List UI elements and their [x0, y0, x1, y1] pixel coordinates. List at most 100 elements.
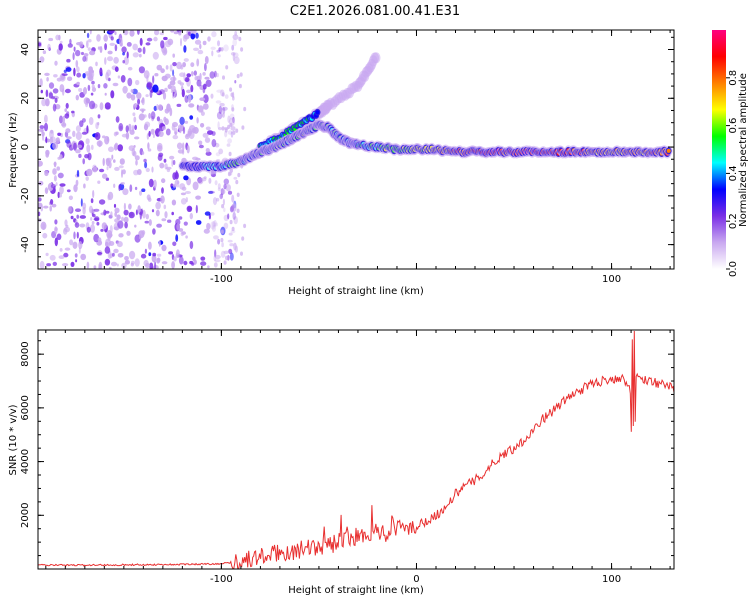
spectrogram-noise-blob	[106, 69, 112, 77]
spectrogram-noise-blob	[114, 211, 118, 217]
spectrogram-noise-blob	[151, 209, 155, 213]
spectrogram-noise-blob	[38, 211, 41, 217]
spectrogram-noise-blob	[199, 84, 204, 90]
spectrogram-noise-blob	[146, 37, 153, 42]
spectrogram-noise-blob	[184, 191, 191, 194]
spectrogram-noise-blob	[205, 151, 212, 156]
spectrogram-noise-blob	[198, 144, 204, 149]
spectrogram-noise-blob	[58, 34, 61, 41]
snr-ylabel: SNR (10 * v/v)	[8, 404, 19, 475]
spectrogram-noise-blob	[157, 145, 163, 152]
colorbar-gradient	[712, 30, 726, 269]
spectrogram-noise-blob	[98, 140, 102, 148]
spectrogram-noise-blob	[223, 250, 229, 254]
spectrogram-noise-blob	[167, 38, 174, 46]
spectrogram-noise-blob	[104, 57, 107, 65]
spectrogram-noise-blob	[92, 190, 95, 198]
spectrogram-noise-blob	[180, 65, 184, 70]
spectrogram-noise-blob	[224, 94, 229, 99]
spectrogram-noise-blob	[86, 261, 90, 269]
spectrogram-noise-blob	[229, 113, 235, 120]
spectrogram-noise-blob	[94, 132, 101, 141]
spectrogram-noise-blob	[197, 49, 204, 55]
spectrogram-noise-blob	[67, 76, 73, 82]
spectrogram-noise-blob	[118, 184, 121, 192]
spectrogram-noise-blob	[122, 85, 128, 94]
spectrogram-noise-blob	[61, 123, 66, 127]
spectrogram-noise-blob	[214, 254, 221, 260]
spectrogram-noise-blob	[143, 158, 147, 163]
spectrogram-noise-blob	[39, 260, 45, 269]
spectrogram-noise-blob	[183, 175, 189, 181]
spectrogram-noise-blob	[128, 203, 132, 210]
spectrogram-noise-blob	[140, 253, 147, 259]
spectrogram-noise-blob	[86, 125, 89, 134]
spectrogram-noise-blob	[113, 226, 119, 231]
spectrogram-noise-blob	[183, 260, 188, 266]
spectrogram-noise-blob	[122, 52, 125, 56]
spectrogram-noise-blob	[193, 47, 199, 51]
spectrogram-noise-blob	[150, 128, 155, 135]
spectrogram-noise-blob	[240, 47, 244, 52]
spectrogram-noise-blob	[148, 178, 154, 188]
spectrogram-noise-blob	[237, 172, 241, 178]
spectrogram-noise-blob	[110, 261, 118, 267]
spectrogram-noise-blob	[109, 266, 112, 269]
spectrogram-noise-blob	[146, 81, 153, 89]
spectrogram-noise-blob	[96, 251, 103, 255]
spectrogram-noise-blob	[110, 211, 113, 217]
spectrogram-noise-blob	[125, 125, 129, 133]
spectrogram-noise-blob	[104, 258, 111, 266]
spectrogram-noise-blob	[70, 215, 74, 220]
spectrogram-noise-blob	[102, 157, 105, 167]
spectrogram-noise-blob	[90, 217, 93, 221]
figure-title: C2E1.2026.081.00.41.E31	[290, 4, 460, 19]
spectrogram-noise-blob	[216, 73, 219, 78]
spectrogram-noise-blob	[56, 233, 62, 241]
spectrogram-noise-blob	[181, 231, 186, 235]
spectrogram-noise-blob	[48, 92, 54, 99]
spectrogram-noise-blob	[169, 64, 173, 72]
spectrogram-noise-blob	[120, 182, 125, 185]
spectrogram-noise-blob	[221, 106, 228, 111]
spectrogram-noise-blob	[210, 212, 215, 216]
spectrogram-noise-blob	[101, 222, 107, 230]
spectrogram-noise-blob	[187, 94, 192, 103]
spectrogram-noise-blob	[186, 89, 192, 94]
spectrogram-noise-blob	[113, 203, 117, 208]
spectrogram-noise-blob	[189, 260, 194, 265]
spectrogram-noise-blob	[113, 143, 118, 151]
spectrogram-noise-blob	[211, 50, 214, 57]
spectrogram-noise-blob	[144, 248, 147, 254]
spectrogram-noise-blob	[175, 170, 178, 178]
spectrogram-noise-blob	[58, 255, 65, 259]
spectrogram-noise-blob	[85, 176, 89, 182]
spectrogram-noise-blob	[190, 84, 194, 93]
spectrogram-noise-blob	[243, 106, 247, 112]
spectrogram-noise-blob	[213, 70, 217, 78]
spectrogram-noise-blob	[52, 261, 57, 266]
spectrogram-noise-blob	[241, 125, 245, 130]
spectrogram-noise-blob	[132, 150, 137, 157]
spectrogram-noise-blob	[59, 40, 63, 44]
spectrogram-noise-blob	[164, 211, 168, 219]
spectrogram-noise-blob	[188, 103, 195, 108]
spectrogram-noise-blob	[227, 190, 233, 195]
spectrogram-halo	[371, 52, 381, 64]
spectrogram-noise-blob	[158, 240, 161, 247]
spectrogram-noise-blob	[47, 43, 51, 51]
spectrogram-noise-blob	[126, 42, 132, 47]
spectrogram-noise-blob	[217, 183, 221, 190]
spectrogram-noise-blob	[186, 73, 191, 78]
spectrogram-noise-blob	[117, 144, 123, 152]
spectrogram-noise-blob	[44, 114, 48, 123]
spectrogram-noise-blob	[55, 137, 60, 144]
spectrogram-noise-blob	[148, 219, 152, 226]
spectrogram-noise-blob	[171, 199, 177, 206]
spectrogram-noise-blob	[134, 136, 140, 140]
spectrogram-noise-blob	[232, 116, 235, 124]
spectrogram-noise-blob	[126, 92, 132, 99]
spectrogram-noise-blob	[138, 66, 145, 74]
spectrogram-noise-blob	[227, 130, 233, 135]
spectrogram-frame	[37, 29, 675, 270]
